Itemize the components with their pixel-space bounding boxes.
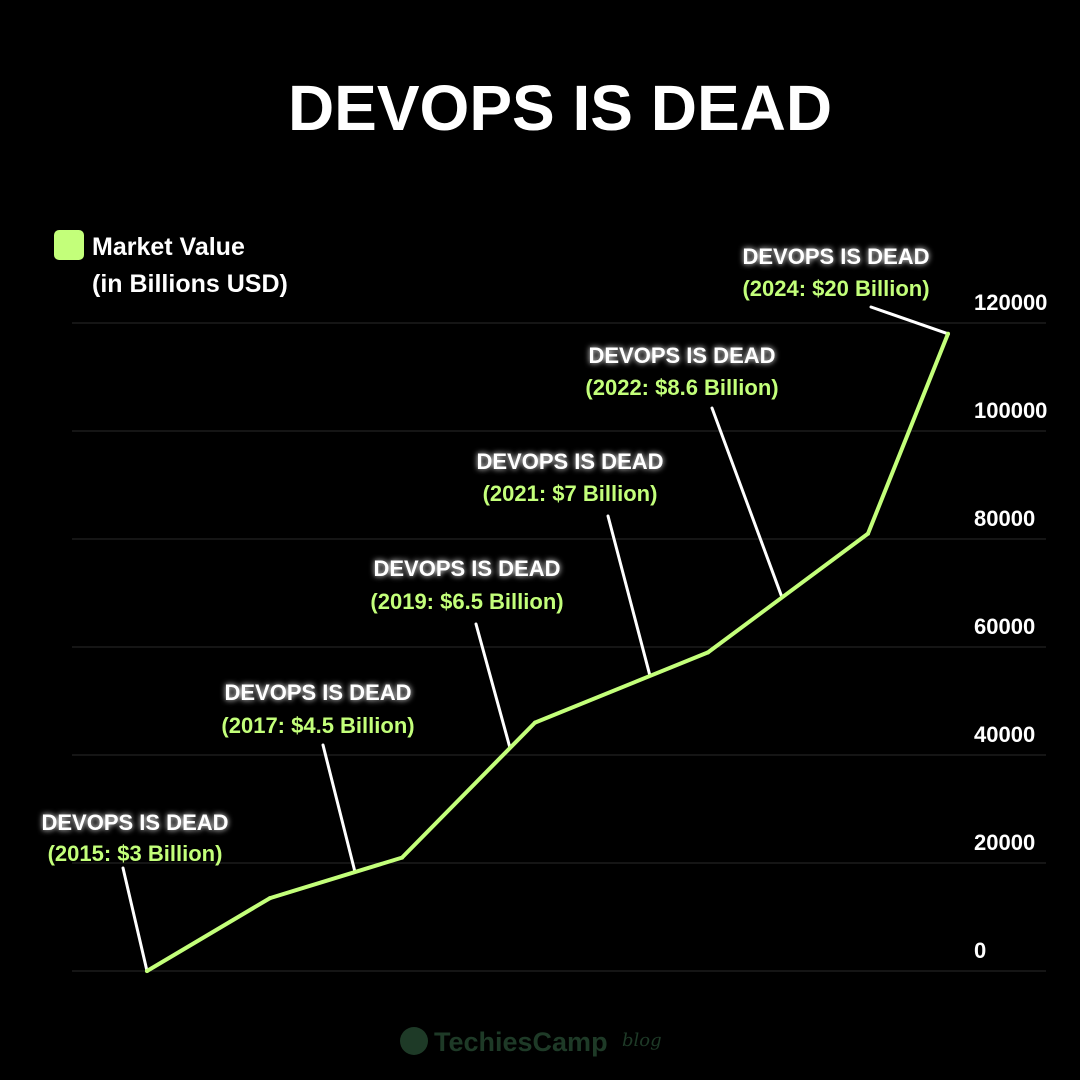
annotation-value: (2021: $7 Billion) bbox=[483, 481, 658, 506]
legend-swatch bbox=[54, 230, 84, 260]
annotation-leader bbox=[710, 406, 784, 599]
data-point bbox=[866, 531, 870, 536]
annotation-value: (2024: $20 Billion) bbox=[742, 276, 929, 301]
annotation-leader bbox=[321, 743, 357, 874]
annotation-leader-lines bbox=[121, 305, 950, 973]
annotation-leader bbox=[869, 305, 950, 336]
annotation-heading: DEVOPS IS DEAD bbox=[742, 244, 929, 269]
annotation-value: (2015: $3 Billion) bbox=[48, 841, 223, 866]
data-point bbox=[268, 896, 272, 901]
annotation-leader bbox=[474, 622, 512, 750]
annotation-heading: DEVOPS IS DEAD bbox=[41, 810, 228, 835]
data-point bbox=[946, 331, 950, 336]
annotation-value: (2017: $4.5 Billion) bbox=[221, 713, 414, 738]
y-tick-label: 20000 bbox=[974, 830, 1035, 855]
y-tick-label: 100000 bbox=[974, 398, 1047, 423]
legend: Market Value (in Billions USD) bbox=[54, 230, 288, 298]
chart-title: DEVOPS IS DEAD bbox=[288, 72, 832, 144]
data-point bbox=[400, 855, 404, 860]
data-point bbox=[145, 969, 149, 973]
brand-suffix: blog bbox=[622, 1030, 662, 1051]
annotations: DEVOPS IS DEAD (2015: $3 Billion) DEVOPS I… bbox=[41, 244, 929, 866]
brand-name: TechiesCamp bbox=[434, 1027, 608, 1057]
legend-label-line1: Market Value bbox=[92, 233, 245, 261]
annotation-leader bbox=[121, 866, 149, 973]
annotation-heading: DEVOPS IS DEAD bbox=[588, 343, 775, 368]
annotation-heading: DEVOPS IS DEAD bbox=[373, 556, 560, 581]
brand-logo: TechiesCamp blog bbox=[400, 1027, 662, 1057]
brand-icon bbox=[400, 1027, 428, 1055]
data-point bbox=[706, 650, 710, 655]
annotation-leader bbox=[606, 514, 652, 678]
series-line-market-value bbox=[145, 331, 950, 973]
data-point bbox=[533, 720, 537, 725]
y-axis-ticks: 0 20000 40000 60000 80000 100000 120000 bbox=[974, 290, 1047, 963]
y-tick-label: 60000 bbox=[974, 614, 1035, 639]
annotation-value: (2022: $8.6 Billion) bbox=[585, 375, 778, 400]
legend-label-line2: (in Billions USD) bbox=[92, 270, 288, 298]
y-tick-label: 40000 bbox=[974, 722, 1035, 747]
annotation-value: (2019: $6.5 Billion) bbox=[370, 589, 563, 614]
annotation-heading: DEVOPS IS DEAD bbox=[476, 449, 663, 474]
gridlines bbox=[72, 322, 1046, 972]
y-tick-label: 0 bbox=[974, 938, 986, 963]
annotation-heading: DEVOPS IS DEAD bbox=[224, 680, 411, 705]
y-tick-label: 120000 bbox=[974, 290, 1047, 315]
y-tick-label: 80000 bbox=[974, 506, 1035, 531]
series-points bbox=[145, 331, 950, 973]
